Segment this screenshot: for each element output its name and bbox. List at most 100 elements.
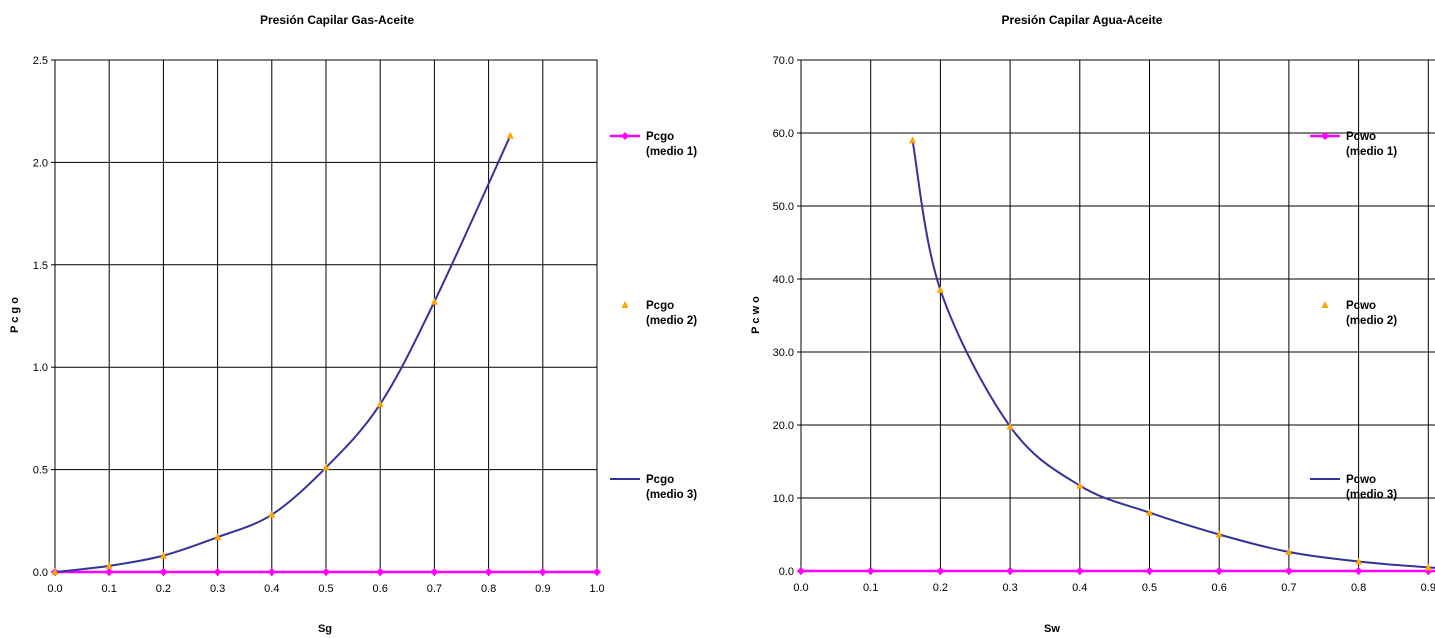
y-tick-label: 2.0 (33, 157, 48, 169)
data-point-diamond (322, 568, 330, 576)
legend-label: (medio 2) (646, 315, 697, 327)
chart-gas-oil-svg: Presión Capilar Gas-Aceite Sg P c g o 0.… (9, 13, 697, 635)
data-point-diamond (267, 568, 276, 576)
legend-label: Pcgo (646, 131, 674, 143)
data-point-triangle (51, 568, 59, 575)
x-tick-label: 0.5 (1142, 582, 1157, 594)
legend-swatch-triangle (1321, 301, 1329, 308)
legend-swatch-triangle (621, 301, 629, 308)
legend-entry: Pcgo (medio 3) (610, 474, 697, 501)
data-point-diamond (105, 568, 114, 576)
legend-entry: Pcwo (medio 3) (1310, 474, 1397, 501)
data-point-triangle (1355, 557, 1363, 565)
x-tick-label: 0.1 (102, 583, 117, 595)
legend-entry: Pcgo (medio 2) (621, 300, 697, 327)
legend-label: (medio 3) (646, 489, 697, 501)
data-point-diamond (1354, 567, 1363, 575)
x-tick-label: 0.2 (156, 583, 171, 595)
chart-water-oil: Presión Capilar Agua-Aceite Sw P c w o 0… (745, 0, 1435, 638)
x-tick-label: 0.0 (47, 583, 62, 595)
legend-label: Pcwo (1346, 300, 1376, 312)
legend-label: (medio 1) (1346, 146, 1397, 158)
series-layer (51, 131, 601, 576)
y-axis-label: P c g o (9, 297, 21, 333)
y-tick-label: 0.0 (779, 566, 794, 578)
x-tick-label: 0.3 (1002, 582, 1017, 594)
data-point-diamond (484, 568, 493, 576)
data-point-triangle (105, 561, 113, 569)
y-tick-label: 50.0 (773, 201, 794, 213)
data-point-diamond (1215, 567, 1224, 575)
data-point-diamond (866, 567, 875, 575)
y-tick-label: 0.0 (33, 567, 48, 579)
y-tick-label: 40.0 (773, 274, 794, 286)
data-point-diamond (430, 568, 439, 576)
legend-label: (medio 1) (646, 146, 697, 158)
x-tick-label: 0.9 (535, 583, 550, 595)
x-tick-label: 0.4 (264, 583, 279, 595)
data-point-diamond (1284, 567, 1293, 575)
data-point-diamond (213, 568, 222, 576)
series-1 (51, 568, 601, 576)
y-axis-label: P c w o (750, 296, 762, 334)
x-axis-label: Sw (1044, 623, 1060, 635)
y-tick-label: 10.0 (773, 493, 794, 505)
y-tick-label: 1.5 (33, 260, 48, 272)
data-point-triangle (1215, 530, 1223, 538)
chart-title: Presión Capilar Agua-Aceite (1002, 13, 1163, 27)
grid (800, 59, 1435, 572)
series-layer (797, 136, 1435, 575)
legend-label: Pcgo (646, 300, 674, 312)
x-tick-label: 0.8 (1351, 582, 1366, 594)
data-point-triangle (430, 297, 438, 305)
x-axis-label: Sg (318, 623, 332, 635)
legend-entry: Pcgo (medio 1) (610, 131, 697, 158)
data-point-diamond (1006, 567, 1015, 575)
data-point-triangle (268, 510, 276, 518)
legend-label: Pcwo (1346, 131, 1376, 143)
legend-entry: Pcwo (medio 1) (1310, 131, 1397, 158)
y-tick-label: 60.0 (773, 128, 794, 140)
data-point-diamond (936, 567, 945, 575)
series-2 (51, 131, 514, 575)
chart-water-oil-svg: Presión Capilar Agua-Aceite Sw P c w o 0… (750, 13, 1435, 635)
x-tick-label: 0.2 (933, 582, 948, 594)
x-tick-label: 0.6 (1212, 582, 1227, 594)
legend-label: Pcwo (1346, 474, 1376, 486)
series-2 (909, 136, 1432, 571)
legend: Pcwo (medio 1) Pcwo (medio 2) Pcwo (medio 3) (1310, 131, 1397, 501)
x-tick-label: 0.8 (481, 583, 496, 595)
data-point-triangle (322, 463, 330, 471)
data-point-triangle (936, 285, 944, 293)
data-point-triangle (159, 551, 167, 559)
data-point-triangle (1285, 548, 1293, 556)
x-tick-label: 0.7 (1281, 582, 1296, 594)
data-point-triangle (214, 533, 222, 541)
x-tick-label: 0.0 (793, 582, 808, 594)
x-tick-label: 0.9 (1421, 582, 1435, 594)
data-point-triangle (1424, 563, 1432, 571)
data-point-triangle (909, 136, 917, 144)
x-tick-label: 1.0 (589, 583, 604, 595)
legend-swatch-diamond (621, 132, 629, 140)
chart-gas-oil: Presión Capilar Gas-Aceite Sg P c g o 0.… (9, 13, 697, 635)
data-point-diamond (797, 567, 805, 575)
y-tick-label: 70.0 (773, 55, 794, 67)
legend-swatch-diamond (1321, 132, 1329, 140)
data-point-diamond (376, 568, 385, 576)
data-point-triangle (1146, 508, 1153, 516)
y-tick-label: 30.0 (773, 347, 794, 359)
y-tick-label: 2.5 (33, 55, 48, 67)
y-tick-label: 0.5 (33, 465, 48, 477)
grid (54, 59, 598, 573)
chart-title: Presión Capilar Gas-Aceite (260, 13, 414, 27)
x-tick-label: 0.1 (863, 582, 878, 594)
y-tick-label: 1.0 (33, 362, 48, 374)
x-tick-label: 0.7 (427, 583, 442, 595)
y-tick-label: 20.0 (773, 420, 794, 432)
legend-entry: Pcwo (medio 2) (1321, 300, 1397, 327)
plot-area (800, 59, 1435, 572)
legend-label: Pcgo (646, 474, 674, 486)
x-tick-label: 0.6 (373, 583, 388, 595)
x-tick-label: 0.3 (210, 583, 225, 595)
